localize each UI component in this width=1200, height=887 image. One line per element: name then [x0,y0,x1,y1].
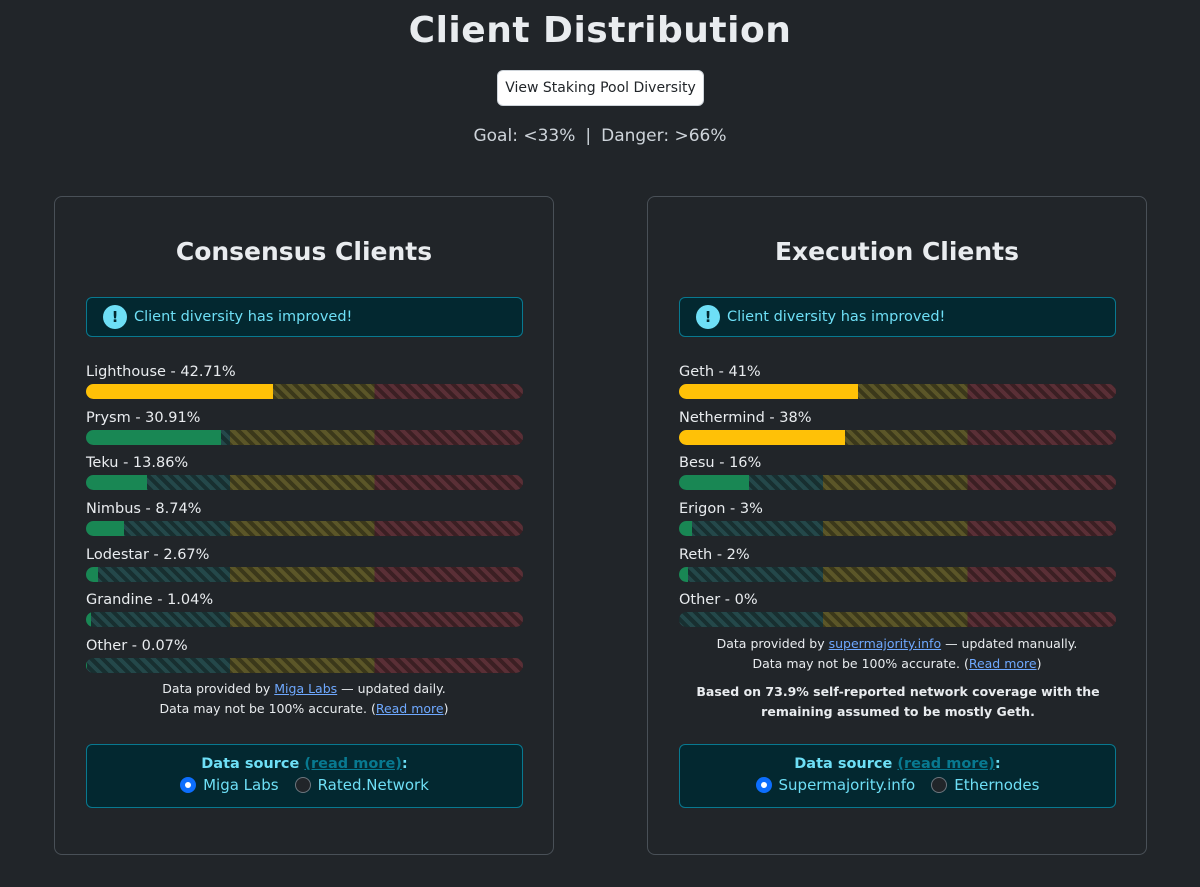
source-option[interactable]: Rated.Network [294,776,429,794]
client-share-bar-fill [679,475,749,491]
client-row: Lodestar - 2.67% [86,546,523,592]
view-staking-pool-diversity-button[interactable]: View Staking Pool Diversity [497,70,704,106]
consensus-data-source-heading: Data source (read more): [201,756,408,772]
consensus-client-list: Lighthouse - 42.71% Prysm - 30.91% Teku - … [86,363,523,683]
client-label: Other - 0% [679,592,758,609]
execution-data-source-heading: Data source (read more): [794,756,1001,772]
client-share-bar-fill [679,384,859,399]
client-label: Lodestar - 2.67% [86,546,210,563]
consensus-clients-card: Consensus Clients ! Client diversity has… [54,196,554,855]
exclamation-circle-icon: ! [696,305,720,329]
client-label: Geth - 41% [679,364,761,380]
source-option-label: Miga Labs [203,776,279,794]
goal-text: Goal: <33% [473,126,576,146]
client-share-bar [679,566,1116,582]
client-share-bar [679,612,1116,628]
client-label: Other - 0.07% [86,638,188,655]
client-row: Nimbus - 8.74% [86,500,523,546]
radio-button[interactable] [294,777,311,793]
client-row: Besu - 16% [679,454,1116,500]
radio-button[interactable] [931,777,948,793]
client-share-bar [86,475,523,491]
client-row: Prysm - 30.91% [86,409,523,455]
client-share-bar [86,612,523,628]
client-share-bar-fill [679,521,693,537]
source-option-label: Rated.Network [317,776,429,794]
execution-coverage-note: Based on 73.9% self-reported network cov… [696,684,1100,719]
source-option-label: Supermajority.info [778,776,916,794]
client-row: Grandine - 1.04% [86,591,523,637]
consensus-accuracy-note: Data may not be 100% accurate. (Read mor… [159,701,449,716]
execution-source-options: Supermajority.info Ethernodes [680,776,1115,794]
client-share-bar-fill [86,475,147,491]
source-option[interactable]: Ethernodes [931,776,1039,794]
client-share-bar-fill [679,566,688,582]
client-label: Nimbus - 8.74% [86,501,202,518]
client-label: Nethermind - 38% [679,409,812,426]
client-share-bar-fill [86,612,91,628]
source-option[interactable]: Miga Labs [180,776,279,794]
exclamation-circle-icon: ! [103,305,127,329]
client-row: Nethermind - 38% [679,409,1116,455]
client-share-bar [86,429,523,445]
client-share-bar [679,521,1116,537]
consensus-data-notes: Data provided by Miga Labs — updated dai… [55,679,553,719]
consensus-read-more-link[interactable]: Read more [375,701,444,716]
client-label: Reth - 2% [679,546,750,563]
threshold-separator: | [585,126,592,146]
client-row: Reth - 2% [679,546,1116,592]
client-share-bar [86,566,523,582]
client-share-bar [679,384,1116,399]
miga-labs-link[interactable]: Miga Labs [274,681,338,696]
execution-accuracy-note: Data may not be 100% accurate. (Read mor… [752,656,1042,671]
execution-client-list: Geth - 41% Nethermind - 38% Besu - 16% Erig… [679,363,1116,637]
consensus-alert-text: Client diversity has improved! [134,309,353,325]
consensus-source-read-more-link[interactable]: (read more) [304,756,402,772]
goal-danger-thresholds: Goal: <33% | Danger: >66% [0,126,1200,146]
radio-button[interactable] [180,777,197,793]
execution-diversity-alert: ! Client diversity has improved! [679,297,1116,337]
consensus-data-source-box: Data source (read more): Miga Labs Rated.… [86,744,523,808]
execution-alert-text: Client diversity has improved! [727,309,946,325]
source-option[interactable]: Supermajority.info [755,776,916,794]
client-share-bar [679,429,1116,445]
client-label: Teku - 13.86% [86,455,189,472]
execution-data-source-box: Data source (read more): Supermajority.i… [679,744,1116,808]
client-share-bar-fill [86,384,273,399]
consensus-provider-note: Data provided by Miga Labs — updated dai… [162,681,446,696]
client-row: Other - 0.07% [86,637,523,683]
client-row: Erigon - 3% [679,500,1116,546]
client-label: Erigon - 3% [679,501,763,518]
client-label: Besu - 16% [679,455,762,472]
source-option-label: Ethernodes [954,776,1040,794]
consensus-source-options: Miga Labs Rated.Network [87,776,522,794]
execution-clients-card: Execution Clients ! Client diversity has… [647,196,1147,855]
client-share-bar-fill [86,521,125,537]
client-share-bar-fill [86,429,222,445]
supermajority-link[interactable]: supermajority.info [828,636,942,651]
page-title: Client Distribution [408,10,792,51]
client-label: Grandine - 1.04% [86,592,214,609]
client-row: Lighthouse - 42.71% [86,363,523,409]
radio-button[interactable] [755,777,772,793]
client-share-bar [679,475,1116,491]
execution-source-read-more-link[interactable]: (read more) [897,756,995,772]
client-share-bar [86,521,523,537]
consensus-clients-title: Consensus Clients [175,237,433,266]
client-row: Geth - 41% [679,363,1116,409]
execution-read-more-link[interactable]: Read more [968,656,1037,671]
execution-provider-note: Data provided by supermajority.info — up… [716,636,1078,651]
client-share-bar-fill [86,566,98,582]
client-label: Prysm - 30.91% [86,409,201,426]
execution-clients-title: Execution Clients [774,237,1020,266]
client-row: Teku - 13.86% [86,454,523,500]
client-label: Lighthouse - 42.71% [86,364,236,380]
danger-text: Danger: >66% [601,126,727,146]
client-row: Other - 0% [679,591,1116,637]
consensus-diversity-alert: ! Client diversity has improved! [86,297,523,337]
execution-data-notes: Data provided by supermajority.info — up… [648,634,1146,674]
client-share-bar-fill [679,429,846,445]
client-share-bar [86,658,523,674]
client-share-bar [86,384,523,399]
